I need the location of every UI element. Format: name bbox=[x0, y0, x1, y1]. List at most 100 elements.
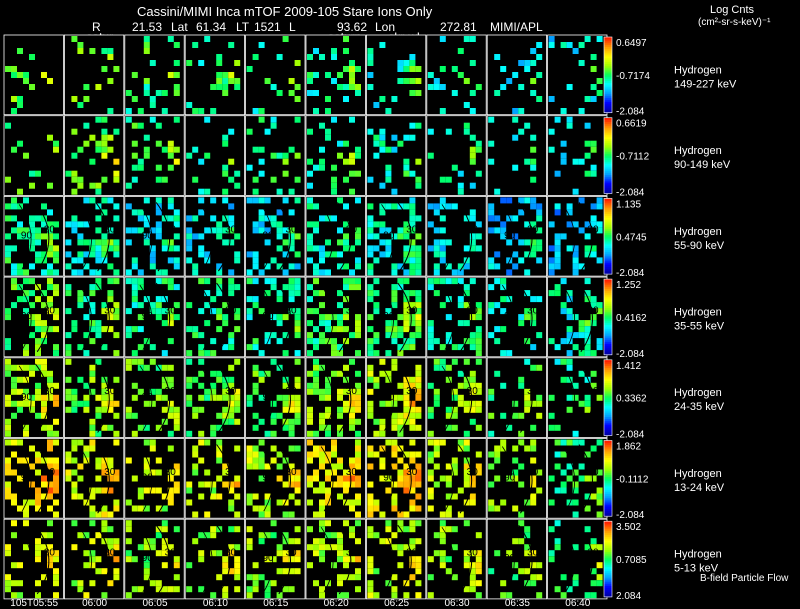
heatmap-cell bbox=[294, 284, 301, 291]
heatmap-cell bbox=[5, 66, 11, 72]
heatmap-cell bbox=[101, 302, 108, 309]
heatmap-cell bbox=[71, 469, 78, 476]
heatmap-cell bbox=[161, 376, 168, 383]
heatmap-cell bbox=[403, 469, 410, 476]
heatmap-cell bbox=[475, 140, 482, 147]
heatmap-cell bbox=[403, 463, 410, 470]
colorbar-segment bbox=[604, 476, 612, 479]
heatmap-cell bbox=[131, 586, 138, 593]
colorbar-segment bbox=[604, 82, 612, 85]
heatmap-cell bbox=[560, 140, 567, 147]
heatmap-cell bbox=[95, 475, 102, 482]
heatmap-cell bbox=[222, 463, 229, 470]
heatmap-cell bbox=[234, 445, 241, 452]
heatmap-cell bbox=[500, 412, 507, 419]
heatmap-cell bbox=[41, 481, 47, 488]
heatmap-cell bbox=[397, 430, 404, 437]
heatmap-cell bbox=[294, 556, 301, 563]
heatmap-cell bbox=[566, 463, 573, 470]
heatmap-cell bbox=[95, 188, 102, 195]
heatmap-cell bbox=[155, 314, 162, 321]
panel-cells-r3-c4 bbox=[246, 278, 301, 357]
heatmap-cell bbox=[41, 251, 47, 258]
heatmap-cell bbox=[391, 499, 398, 506]
heatmap-cell bbox=[210, 487, 217, 494]
heatmap-cell bbox=[331, 251, 337, 258]
heatmap-cell bbox=[313, 164, 319, 171]
limb-arc bbox=[79, 284, 92, 351]
heatmap-cell bbox=[29, 84, 35, 90]
heatmap-cell bbox=[319, 418, 325, 425]
heatmap-cell bbox=[53, 308, 59, 315]
heatmap-cell bbox=[23, 394, 29, 401]
heatmap-cell bbox=[475, 400, 482, 407]
heatmap-cell bbox=[167, 412, 174, 419]
heatmap-cell bbox=[385, 164, 392, 171]
limb-arc bbox=[216, 444, 231, 514]
heatmap-cell bbox=[53, 580, 59, 587]
colorbar-segment bbox=[604, 125, 612, 128]
heatmap-cell bbox=[319, 158, 325, 165]
heatmap-cell bbox=[95, 278, 102, 285]
heatmap-cell bbox=[391, 284, 398, 291]
heatmap-cell bbox=[397, 511, 404, 518]
heatmap-cell bbox=[469, 406, 476, 413]
heatmap-cell bbox=[445, 128, 452, 135]
heatmap-cell bbox=[475, 451, 482, 458]
heatmap-cell bbox=[270, 215, 277, 222]
limb-arc bbox=[441, 204, 455, 270]
colorbar-segment bbox=[604, 129, 612, 132]
heatmap-cell bbox=[95, 251, 102, 258]
heatmap-cell bbox=[433, 338, 440, 345]
heatmap-cell bbox=[554, 463, 561, 470]
heatmap-cell bbox=[252, 457, 259, 464]
heatmap-cell bbox=[355, 418, 361, 425]
heatmap-cell bbox=[367, 580, 374, 587]
heatmap-cell bbox=[29, 215, 35, 222]
heatmap-cell bbox=[488, 430, 495, 437]
colorbar-segment bbox=[604, 52, 612, 55]
heatmap-cell bbox=[198, 550, 205, 557]
heatmap-cell bbox=[355, 499, 361, 506]
heatmap-cell bbox=[530, 134, 537, 141]
heatmap-cell bbox=[204, 350, 211, 357]
heatmap-cell bbox=[367, 388, 374, 395]
heatmap-cell bbox=[433, 251, 440, 258]
colorbar-segment bbox=[604, 55, 612, 59]
heatmap-cell bbox=[35, 469, 41, 476]
heatmap-cell bbox=[210, 338, 217, 345]
panel-cells-r4-c2 bbox=[125, 358, 180, 437]
heatmap-cell bbox=[29, 278, 35, 285]
heatmap-cell bbox=[83, 96, 90, 102]
heatmap-cell bbox=[113, 430, 120, 437]
heatmap-cell bbox=[451, 90, 458, 96]
heatmap-cell bbox=[590, 164, 597, 171]
colorbar-mid-label: -0.7112 bbox=[616, 152, 650, 163]
heatmap-cell bbox=[35, 326, 41, 333]
heatmap-cell bbox=[439, 36, 446, 42]
heatmap-cell bbox=[83, 394, 90, 401]
heatmap-cell bbox=[373, 338, 380, 345]
colorbar-segment bbox=[604, 303, 612, 307]
colorbar-segment bbox=[604, 409, 612, 412]
heatmap-cell bbox=[71, 520, 78, 527]
heatmap-cell bbox=[572, 344, 579, 351]
heatmap-cell bbox=[307, 197, 313, 204]
colorbar-segment bbox=[604, 316, 612, 320]
heatmap-cell bbox=[137, 269, 144, 276]
heatmap-cell bbox=[210, 227, 217, 234]
heatmap-cell bbox=[439, 562, 446, 569]
limb-arc bbox=[260, 446, 274, 512]
colorbar-min-label: 2.084 bbox=[616, 591, 641, 602]
heatmap-cell bbox=[367, 376, 374, 383]
heatmap-cell bbox=[433, 203, 440, 210]
limb-arc bbox=[276, 202, 291, 272]
heatmap-cell bbox=[403, 592, 410, 599]
heatmap-cell bbox=[282, 284, 289, 291]
heatmap-cell bbox=[294, 475, 301, 482]
heatmap-cell bbox=[276, 227, 283, 234]
species-label: Hydrogen bbox=[674, 226, 722, 238]
heatmap-cell bbox=[385, 245, 392, 252]
limb-arc bbox=[18, 526, 32, 593]
heatmap-cell bbox=[391, 269, 398, 276]
